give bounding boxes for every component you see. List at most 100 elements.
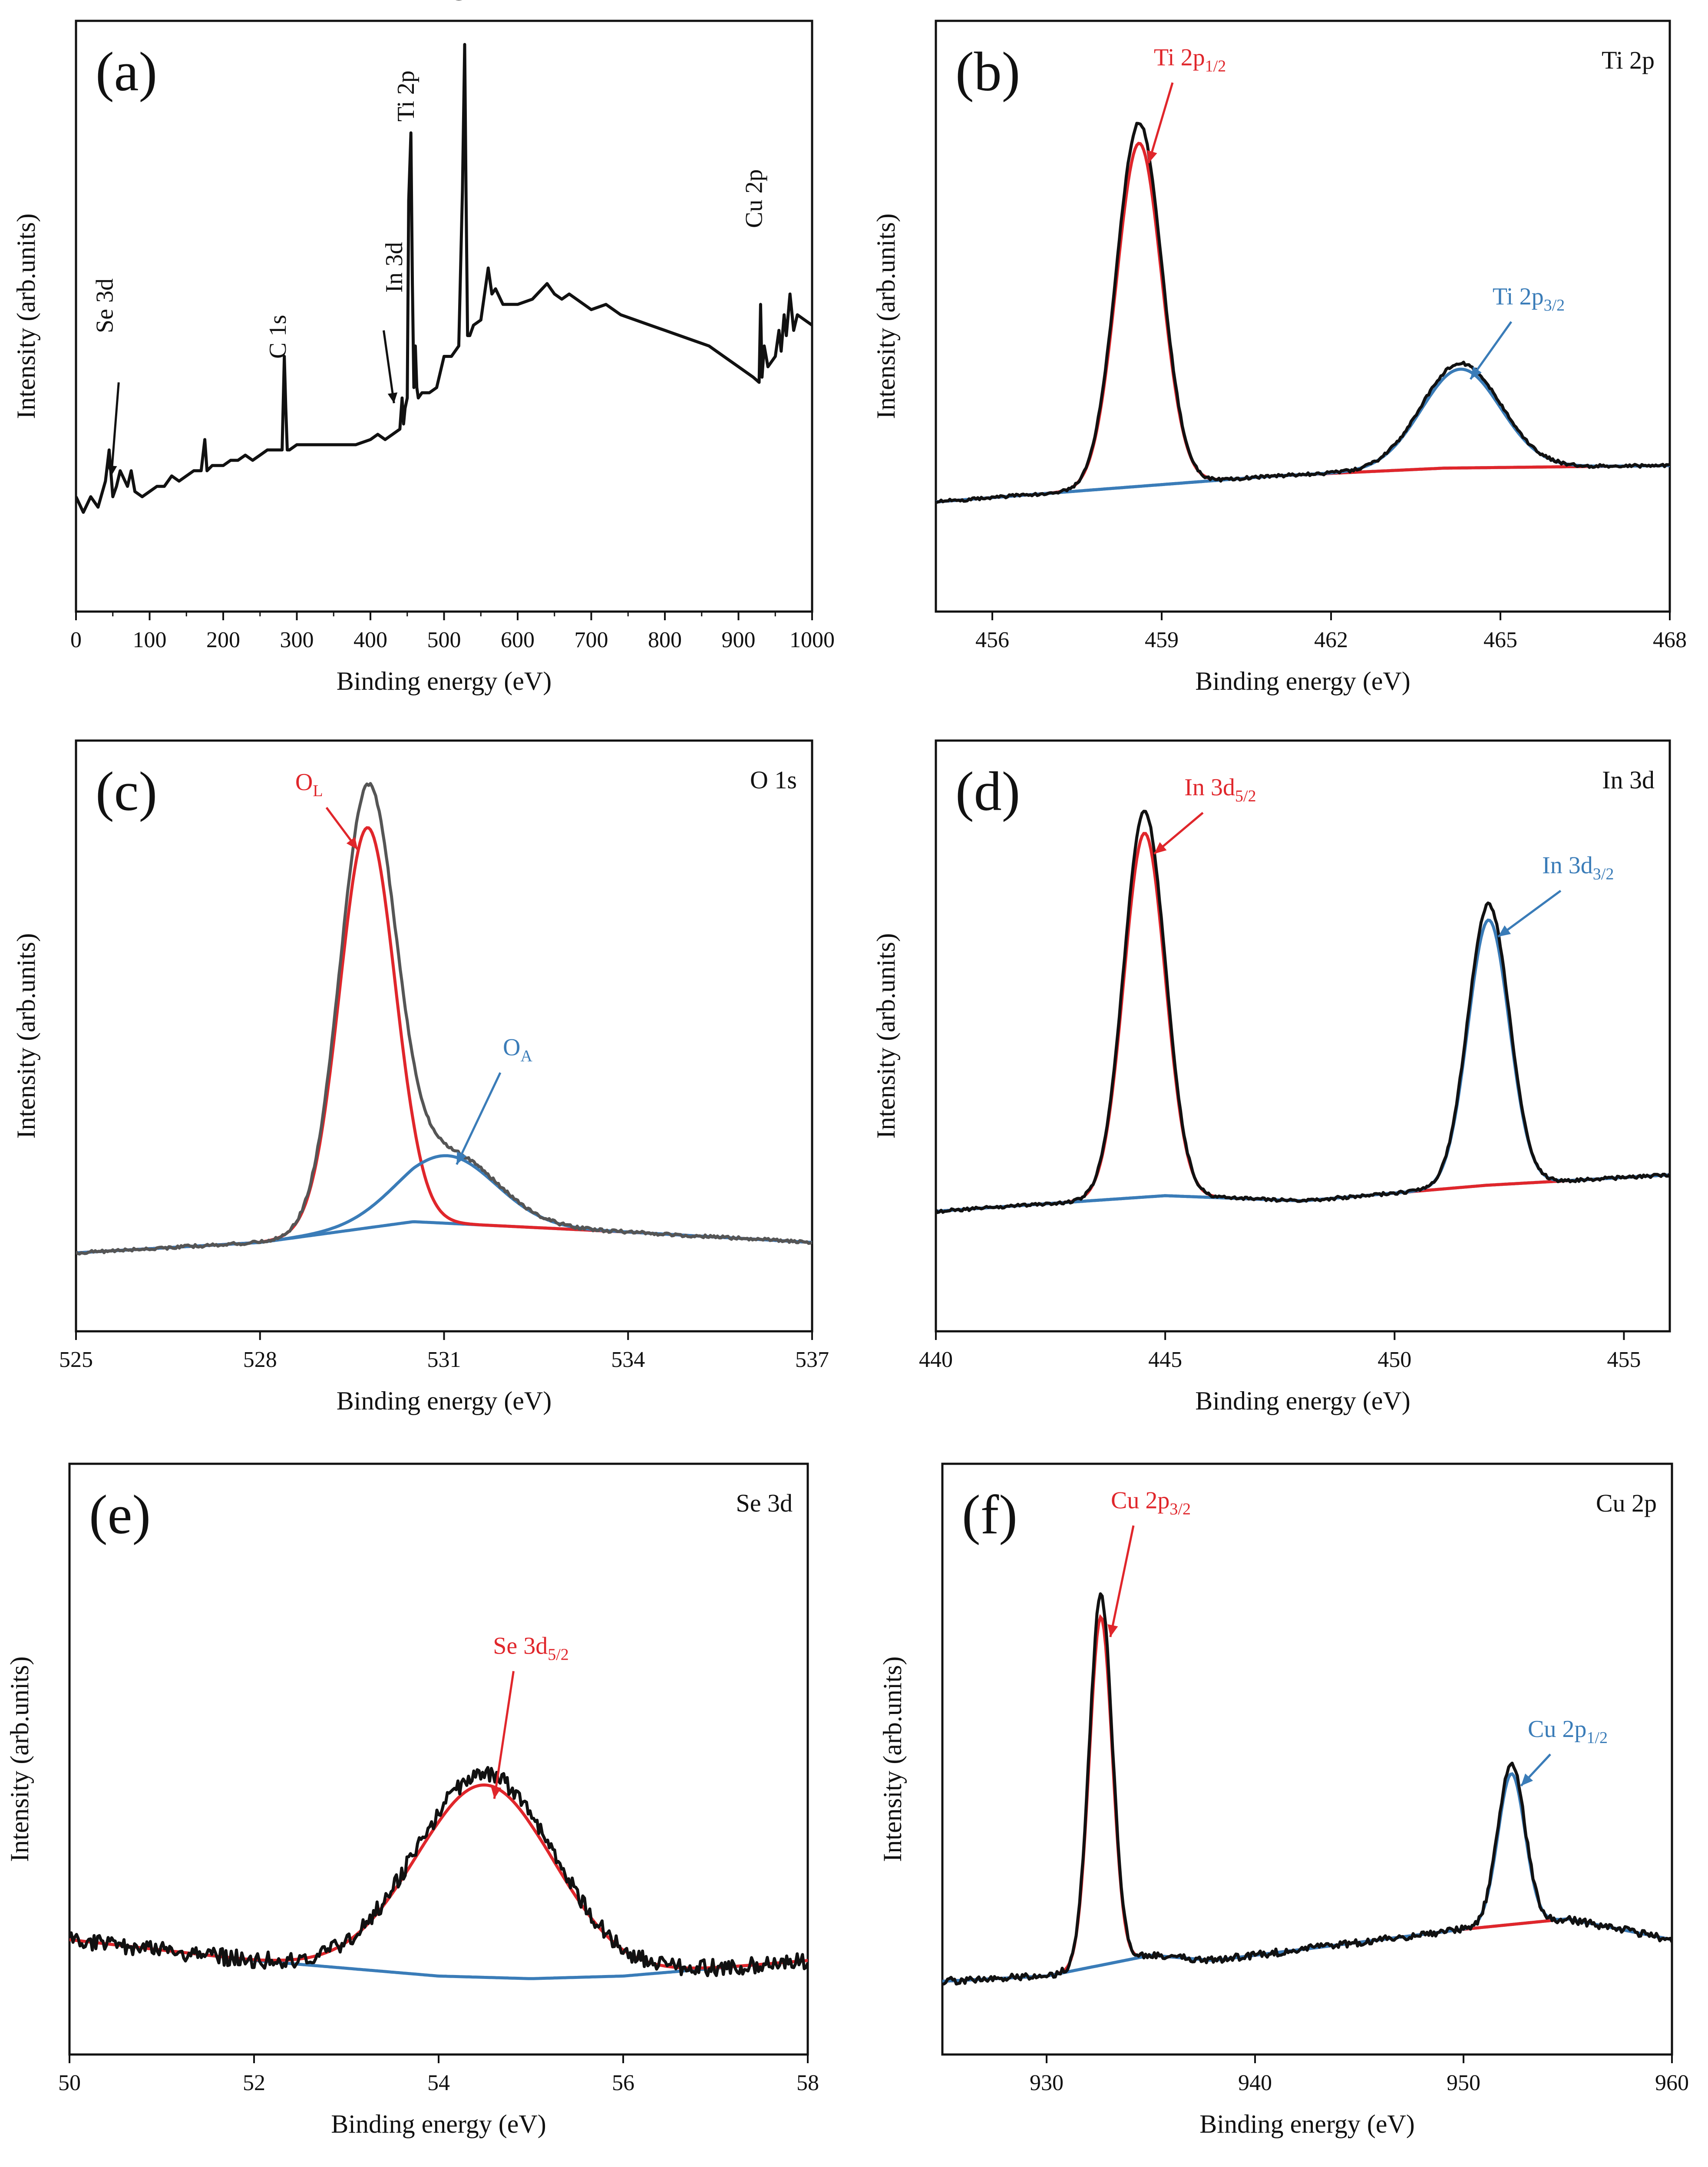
series-measured [76, 782, 812, 1256]
plot-frame [75, 739, 813, 1333]
y-axis-label: Intensity (arb.units) [878, 1656, 907, 1862]
x-tick-label: 940 [1238, 2071, 1272, 2095]
plot-frame [75, 20, 813, 613]
x-axis-label: Binding energy (eV) [337, 667, 552, 695]
series-background [936, 464, 1670, 504]
series-measured [936, 122, 1670, 504]
x-tick-label: 528 [243, 1347, 277, 1372]
peak-arrowhead [1154, 842, 1167, 854]
x-tick-label: 900 [722, 628, 756, 652]
panel-d: 440 445 450 455 Binding energy (eV) Intensity… [872, 739, 1671, 1415]
plot-frame [941, 1462, 1673, 2056]
x-tick-label: 462 [1314, 628, 1348, 652]
x-axis-label: Binding energy (eV) [1195, 667, 1410, 695]
panel-title: Se 3d [736, 1489, 793, 1517]
series-measured [942, 1592, 1672, 1986]
x-tick-label: 468 [1653, 628, 1687, 652]
y-axis-label: Intensity (arb.units) [872, 933, 900, 1138]
plot-area [69, 1766, 808, 1980]
peak-label-2: Cu 2p1/2 [1528, 1716, 1608, 1747]
peak-arrowhead [1521, 1773, 1533, 1786]
peak-annotation: Se 3d [92, 278, 119, 333]
plot-area [942, 1592, 1672, 1986]
panel-letter: (c) [96, 761, 157, 822]
x-tick-label: 960 [1655, 2071, 1689, 2095]
x-axis-label: Binding energy (eV) [337, 1386, 552, 1415]
series-measured [69, 1766, 808, 1977]
peak-arrow [1497, 890, 1562, 938]
annotation-arrowhead [107, 465, 117, 476]
peak-arrowhead [1147, 150, 1157, 163]
x-axis-label: Binding energy (eV) [1195, 1386, 1410, 1415]
annotation-arrow [110, 382, 120, 476]
x-tick-label: 459 [1145, 628, 1179, 652]
peak-annotation: In 3d [381, 242, 408, 293]
x-tick-label: 800 [648, 628, 682, 652]
peak-label-2: In 3d3/2 [1542, 852, 1614, 883]
x-tick-label: 440 [919, 1347, 953, 1372]
x-tick-label: 56 [612, 2071, 634, 2095]
x-tick-label: 200 [206, 628, 240, 652]
x-tick-label: 456 [975, 628, 1009, 652]
peak-arrow [1147, 82, 1174, 164]
x-tick-label: 534 [611, 1347, 645, 1372]
plot-area [936, 810, 1670, 1214]
peak-arrowhead [1107, 1624, 1118, 1637]
x-tick-label: 465 [1483, 628, 1517, 652]
peak-arrowhead [1498, 925, 1511, 937]
x-tick-label: 54 [427, 2071, 450, 2095]
x-tick-label: 500 [427, 628, 461, 652]
panel-a: 0 100 200 300 400 500 600 700 800 900 1000 Binding … [12, 0, 835, 695]
peak-arrowhead [456, 1151, 467, 1165]
panel-title: Ti 2p [1602, 46, 1655, 74]
plot-area [76, 43, 812, 514]
x-tick-label: 300 [280, 628, 314, 652]
peak-label-1: Se 3d5/2 [493, 1632, 569, 1664]
x-tick-label: 930 [1030, 2071, 1064, 2095]
peak-label-1: OL [295, 769, 323, 800]
peak-label-1: In 3d5/2 [1184, 774, 1256, 805]
peak-arrow [1109, 1525, 1135, 1638]
y-axis-label: Intensity (arb.units) [12, 933, 40, 1138]
series-survey [76, 43, 812, 514]
peak-arrowhead [346, 837, 358, 850]
x-tick-label: 600 [501, 628, 535, 652]
x-tick-label: 700 [575, 628, 608, 652]
peak-annotation: C 1s [264, 315, 291, 359]
x-tick-label: 537 [795, 1347, 829, 1372]
series-fit-2 [936, 918, 1670, 1213]
panel-title: O 1s [750, 766, 797, 794]
panel-letter: (b) [955, 41, 1020, 103]
peak-annotation: Cu 2p [741, 169, 768, 228]
panel-title: In 3d [1602, 766, 1655, 794]
y-axis-label: Intensity (arb.units) [5, 1656, 34, 1862]
panel-letter: (f) [962, 1484, 1018, 1545]
x-tick-label: 525 [59, 1347, 93, 1372]
peak-annotation: Ti 2p [393, 70, 420, 122]
x-axis-label: Binding energy (eV) [1199, 2110, 1414, 2138]
x-tick-label: 50 [58, 2071, 81, 2095]
y-axis-label: Intensity (arb.units) [12, 213, 40, 419]
x-tick-label: 531 [427, 1347, 461, 1372]
annotation-arrow [383, 330, 395, 404]
peak-label-1: Cu 2p3/2 [1111, 1487, 1191, 1518]
panel-letter: (e) [89, 1484, 151, 1545]
plot-frame [935, 739, 1671, 1333]
x-tick-label: 950 [1447, 2071, 1480, 2095]
plot-frame [935, 20, 1671, 613]
peak-arrow [493, 1671, 515, 1799]
x-tick-label: 1000 [790, 628, 835, 652]
series-fit-1 [76, 826, 812, 1254]
panel-e: 50 52 54 56 58 Binding energy (eV) Intensity (… [5, 1462, 819, 2138]
series-measured [936, 810, 1670, 1214]
series-fit-2 [936, 367, 1670, 504]
y-axis-label: Intensity (arb.units) [872, 213, 900, 419]
peak-annotation: O 1s [446, 0, 472, 1]
series-fit-1 [942, 1614, 1672, 1983]
annotation-arrowhead [387, 392, 398, 404]
peak-arrowhead [491, 1786, 502, 1799]
x-tick-label: 455 [1607, 1347, 1641, 1372]
peak-label-2: OA [503, 1034, 532, 1065]
